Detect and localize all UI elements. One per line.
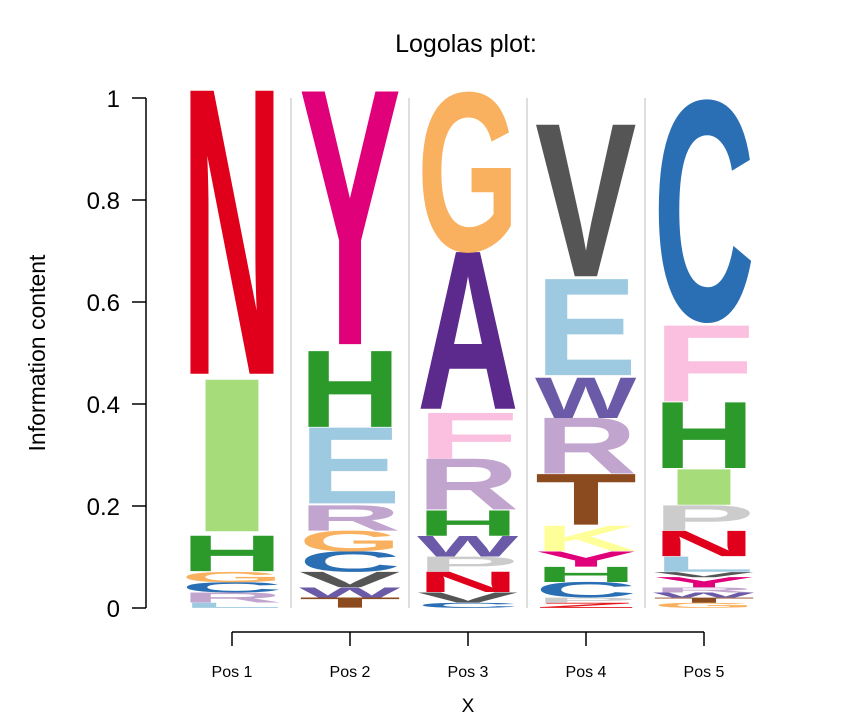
x-tick-label: Pos 5 <box>684 664 725 681</box>
logo-letter-t: T <box>299 595 401 611</box>
logo-letter-r: R <box>181 589 283 605</box>
logo-letter-c: C <box>653 35 755 387</box>
y-tick-label: 0.4 <box>87 392 120 419</box>
y-tick-label: 0.2 <box>87 494 120 521</box>
logo-letter-w: W <box>535 366 637 431</box>
x-tick-label: Pos 4 <box>566 664 607 681</box>
logo-letter-c: C <box>299 545 401 578</box>
logo-letter-g: G <box>299 525 401 558</box>
logo-letter-g: G <box>653 601 755 609</box>
logo-letter-y: Y <box>535 547 637 572</box>
logo-letter-t: T <box>535 459 637 541</box>
logo-letter-a: A <box>417 203 519 458</box>
logo-letter-w: W <box>417 530 519 563</box>
logo-letter-w: W <box>299 584 401 600</box>
logo-letter-n: N <box>653 523 755 564</box>
logo-letter-h: H <box>299 327 401 451</box>
logo-letter-l: L <box>181 601 283 609</box>
logo-letter-h: H <box>535 562 637 586</box>
x-tick-label: Pos 1 <box>212 664 253 681</box>
logo-letter-p: P <box>535 596 637 604</box>
x-tick-label: Pos 2 <box>330 664 371 681</box>
logo-letter-i: I <box>653 458 755 515</box>
logo-letter-n: N <box>417 565 519 598</box>
column-separators <box>290 98 646 608</box>
y-axis: 0 0.2 0.4 0.6 0.8 1 <box>87 86 147 623</box>
logo-letter-r: R <box>417 443 519 525</box>
logo-letter-r: R <box>653 586 755 594</box>
logo-letter-v: V <box>653 571 755 579</box>
y-axis-label: Information content <box>24 254 50 452</box>
logo-letter-h: H <box>417 503 519 544</box>
logo-letter-g: G <box>417 46 519 300</box>
logo-letter-e: E <box>535 249 637 405</box>
logo-letter-v: V <box>535 79 637 324</box>
logo-letter-c: C <box>417 601 519 609</box>
logo-letter-t: T <box>653 596 755 604</box>
logo-letter-p: P <box>653 497 755 538</box>
y-tick-label: 0 <box>107 596 120 623</box>
logo-letter-f: F <box>417 399 519 473</box>
logo-letter-z: Z <box>535 601 637 609</box>
logo-letter-h: H <box>653 382 755 489</box>
logo-letter-n: N <box>181 3 283 462</box>
logo-letter-y: Y <box>299 11 401 422</box>
x-axis: Pos 1 Pos 2 Pos 3 Pos 4 Pos 5 <box>212 631 725 681</box>
logo-letter-y: Y <box>653 574 755 590</box>
y-tick-label: 1 <box>107 86 120 113</box>
logo-stacks: LRCGHINTWVCGREHYCVNPWHRFAGZPCHYKTRWEVGTW… <box>181 3 755 611</box>
logo-letter-p: P <box>417 552 519 577</box>
logo-letter-r: R <box>299 498 401 539</box>
logo-letter-e: E <box>299 404 401 527</box>
logo-letter-c: C <box>535 578 637 602</box>
x-tick-label: Pos 3 <box>448 664 489 681</box>
logo-letter-h: H <box>181 525 283 583</box>
x-axis-label: X <box>462 696 475 717</box>
logo-letter-w: W <box>653 591 755 599</box>
logo-letter-l: L <box>653 552 755 577</box>
logo-letter-v: V <box>417 589 519 605</box>
logo-letter-k: K <box>535 518 637 559</box>
chart-title: Logolas plot: <box>395 30 537 58</box>
logo-letter-v: V <box>299 567 401 592</box>
logo-letter-c: C <box>181 579 283 595</box>
logo-letter-r: R <box>535 401 637 491</box>
logo-letter-i: I <box>181 333 283 579</box>
logo-letter-g: G <box>181 569 283 585</box>
y-tick-label: 0.6 <box>87 290 120 317</box>
logo-letter-f: F <box>653 302 755 425</box>
y-tick-label: 0.8 <box>87 188 120 215</box>
